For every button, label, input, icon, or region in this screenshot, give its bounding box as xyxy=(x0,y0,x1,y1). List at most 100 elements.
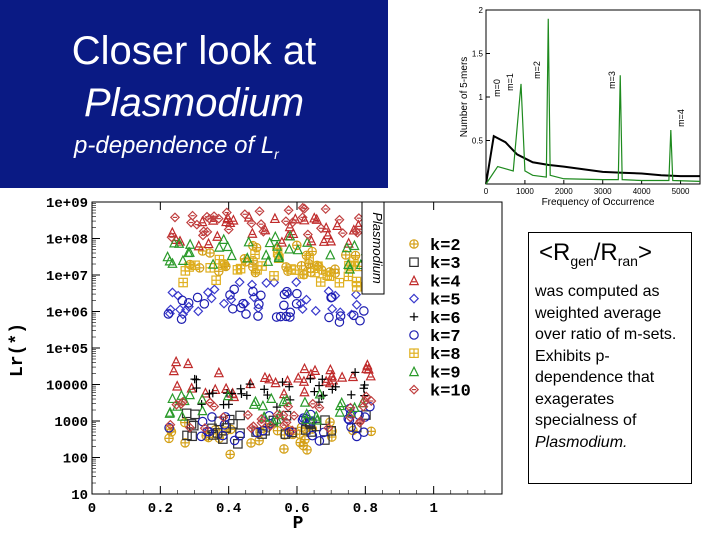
scatter-point xyxy=(218,434,228,444)
scatter-point xyxy=(289,410,300,421)
inset-frame xyxy=(485,9,701,185)
scatter-point xyxy=(349,239,360,251)
scatter-point xyxy=(297,269,308,279)
scatter-point xyxy=(167,287,178,298)
scatter-point xyxy=(219,400,228,409)
scatter-point xyxy=(345,412,356,423)
scatter-point xyxy=(310,305,321,316)
scatter-point xyxy=(228,214,239,225)
scatter-point xyxy=(183,298,194,308)
scatter-point xyxy=(341,241,353,253)
scatter-point xyxy=(260,385,269,394)
scatter-legend: k=2k=3k=4k=5k=6k=7k=8k=9k=10 xyxy=(408,237,471,402)
x-tick-label: 0.4 xyxy=(216,501,241,517)
scatter-point xyxy=(164,407,175,418)
scatter-point xyxy=(167,392,178,404)
scatter-point xyxy=(325,235,337,246)
scatter-point xyxy=(206,293,217,304)
scatter-point xyxy=(236,384,245,393)
scatter-point xyxy=(302,236,313,247)
inset-x-tick-label: 0 xyxy=(484,187,489,196)
scatter-point xyxy=(345,406,357,418)
scatter-point xyxy=(264,236,275,248)
scatter-point xyxy=(246,423,257,434)
inset-x-tick-label: 1000 xyxy=(516,187,534,196)
scatter-point xyxy=(222,240,233,252)
scatter-point xyxy=(324,312,334,323)
scatter-point xyxy=(318,375,327,384)
y-tick-label: 1e+09 xyxy=(46,196,88,212)
title-line-2: Plasmodium xyxy=(83,81,305,125)
scatter-point xyxy=(203,237,214,249)
y-tick-label: 1000 xyxy=(54,415,88,431)
scatter-point xyxy=(279,300,289,311)
scatter-point xyxy=(192,383,201,393)
scatter-point xyxy=(208,211,220,222)
scatter-point xyxy=(285,307,296,318)
scatter-point xyxy=(254,299,264,309)
legend-marker xyxy=(408,365,420,377)
scatter-point xyxy=(355,315,365,326)
explanation-emphasis: Plasmodium. xyxy=(535,433,628,451)
scatter-point xyxy=(297,212,308,223)
scatter-point xyxy=(167,257,178,268)
x-tick-label: 0.8 xyxy=(353,501,378,517)
y-tick-label: 1e+08 xyxy=(46,233,88,249)
scatter-point xyxy=(335,311,346,321)
scatter-point xyxy=(164,433,174,444)
scatter-point xyxy=(248,286,258,297)
title-banner: Closer look at Plasmodium p-dependence o… xyxy=(0,0,388,188)
scatter-point xyxy=(260,249,272,260)
scatter-point xyxy=(276,236,288,247)
scatter-point xyxy=(291,298,302,309)
scatter-point xyxy=(228,303,238,314)
scatter-point xyxy=(366,395,377,407)
scatter-point xyxy=(307,416,317,426)
scatter-point xyxy=(334,406,345,417)
scatter-point xyxy=(242,391,252,400)
scatter-point xyxy=(310,267,320,278)
ratio-sub-ran: ran xyxy=(617,252,638,269)
scatter-point xyxy=(292,288,302,299)
scatter-point xyxy=(351,299,362,310)
scatter-point xyxy=(331,382,340,392)
scatter-point xyxy=(270,230,281,242)
scatter-point xyxy=(363,363,374,374)
scatter-point xyxy=(326,292,337,303)
scatter-point xyxy=(272,402,282,412)
scatter-point xyxy=(257,400,269,411)
scatter-point xyxy=(180,438,190,448)
scatter-point xyxy=(350,250,361,261)
scatter-point xyxy=(327,303,338,314)
scatter-point xyxy=(214,241,225,252)
scatter-point xyxy=(246,218,257,229)
inset-series-line xyxy=(485,18,701,185)
scatter-point xyxy=(298,375,310,386)
scatter-point xyxy=(350,289,362,300)
scatter-point xyxy=(326,369,338,381)
scatter-point xyxy=(273,251,284,263)
scatter-point xyxy=(282,374,293,386)
scatter-point xyxy=(318,235,330,246)
ratio-suffix: > xyxy=(637,239,652,266)
scatter-point xyxy=(226,249,237,261)
inset-series-lines xyxy=(485,18,701,185)
inset-y-tick-label: 2 xyxy=(479,6,484,15)
scatter-point xyxy=(235,430,245,441)
scatter-point xyxy=(182,430,192,441)
scatter-point xyxy=(269,271,279,281)
inset-y-axis-label: Number of 5-mers xyxy=(459,57,470,138)
scatter-point xyxy=(187,210,198,221)
inset-x-tick-label: 3000 xyxy=(594,187,612,196)
scatter-point xyxy=(184,262,194,272)
scatter-point xyxy=(235,410,245,421)
scatter-point xyxy=(198,226,209,237)
y-tick-label: 1e+05 xyxy=(46,342,88,358)
scatter-point xyxy=(261,277,272,288)
inset-annotation: m=0 xyxy=(492,79,502,97)
scatter-point xyxy=(168,364,179,376)
scatter-point xyxy=(351,431,362,442)
scatter-point xyxy=(299,386,310,397)
scatter-point xyxy=(275,311,286,322)
scatter-point xyxy=(201,211,213,222)
